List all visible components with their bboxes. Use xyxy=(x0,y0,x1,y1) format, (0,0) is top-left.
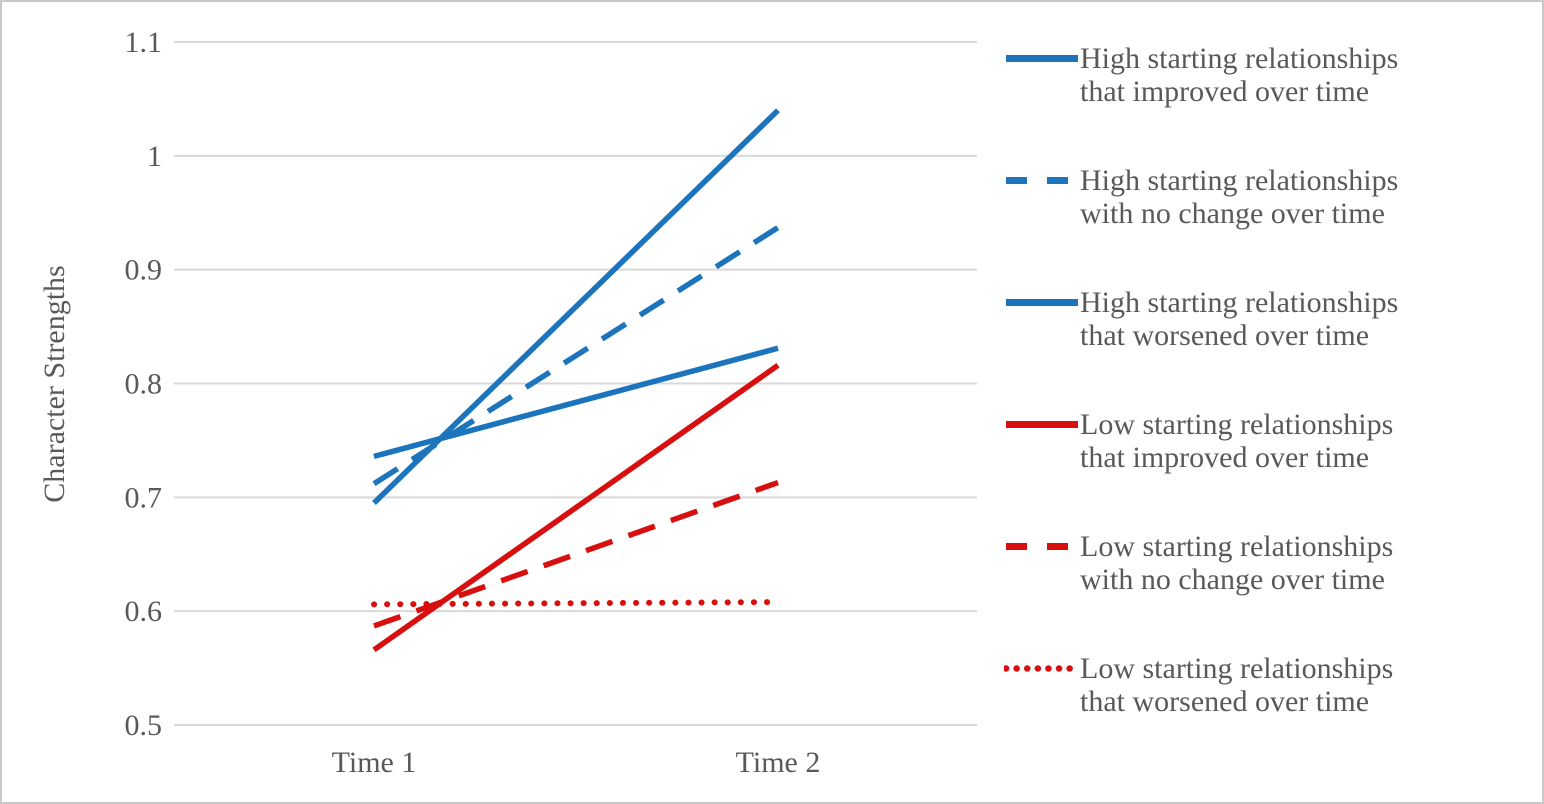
plot-area: 1.1 1 0.9 0.8 0.7 0.6 0.5 Time 1 Time 2 Charact… xyxy=(38,26,977,779)
legend-item: High starting relationships that improve… xyxy=(1004,42,1540,108)
legend-label: High starting relationships with no chan… xyxy=(1080,164,1399,230)
gridlines xyxy=(174,41,977,726)
legend-solid-line-icon xyxy=(1006,421,1078,428)
y-axis-title: Character Strengths xyxy=(38,265,71,502)
legend-dashed-line-icon xyxy=(1006,543,1078,550)
y-tick-label: 0.5 xyxy=(125,709,163,742)
y-tick-label: 0.8 xyxy=(125,368,163,401)
legend-item: Low starting relationships with no chang… xyxy=(1004,530,1540,596)
x-category-label: Time 1 xyxy=(332,746,417,779)
x-axis-category-labels: Time 1 Time 2 xyxy=(332,746,821,779)
legend-label: Low starting relationships that worsened… xyxy=(1080,652,1394,718)
series-line-2 xyxy=(373,345,779,460)
y-tick-label: 0.9 xyxy=(125,254,163,287)
legend-label: High starting relationships that improve… xyxy=(1080,42,1399,108)
y-tick-label: 1 xyxy=(147,140,162,173)
legend-label: Low starting relationships with no chang… xyxy=(1080,530,1394,596)
legend-label: Low starting relationships that improved… xyxy=(1080,408,1394,474)
y-tick-label: 0.7 xyxy=(125,481,163,514)
legend-solid-line-icon xyxy=(1006,55,1078,62)
series-lines xyxy=(371,108,781,653)
legend-solid-line-icon xyxy=(1006,299,1078,306)
y-tick-label: 0.6 xyxy=(125,595,163,628)
legend: High starting relationships that improve… xyxy=(1004,42,1540,718)
legend-item: High starting relationships with no chan… xyxy=(1004,164,1540,230)
legend-dotted-line-icon xyxy=(1004,665,1080,672)
legend-label: High starting relationships that worsene… xyxy=(1080,286,1399,352)
legend-item: Low starting relationships that improved… xyxy=(1004,408,1540,474)
legend-item: Low starting relationships that worsened… xyxy=(1004,652,1540,718)
y-axis-tick-labels: 1.1 1 0.9 0.8 0.7 0.6 0.5 xyxy=(125,26,163,742)
legend-item: High starting relationships that worsene… xyxy=(1004,286,1540,352)
y-tick-label: 1.1 xyxy=(125,26,163,59)
series-line-1 xyxy=(372,225,780,486)
series-line-5 xyxy=(371,599,781,608)
legend-dashed-line-icon xyxy=(1006,177,1078,184)
x-category-label: Time 2 xyxy=(736,746,821,779)
series-line-4 xyxy=(373,479,779,629)
